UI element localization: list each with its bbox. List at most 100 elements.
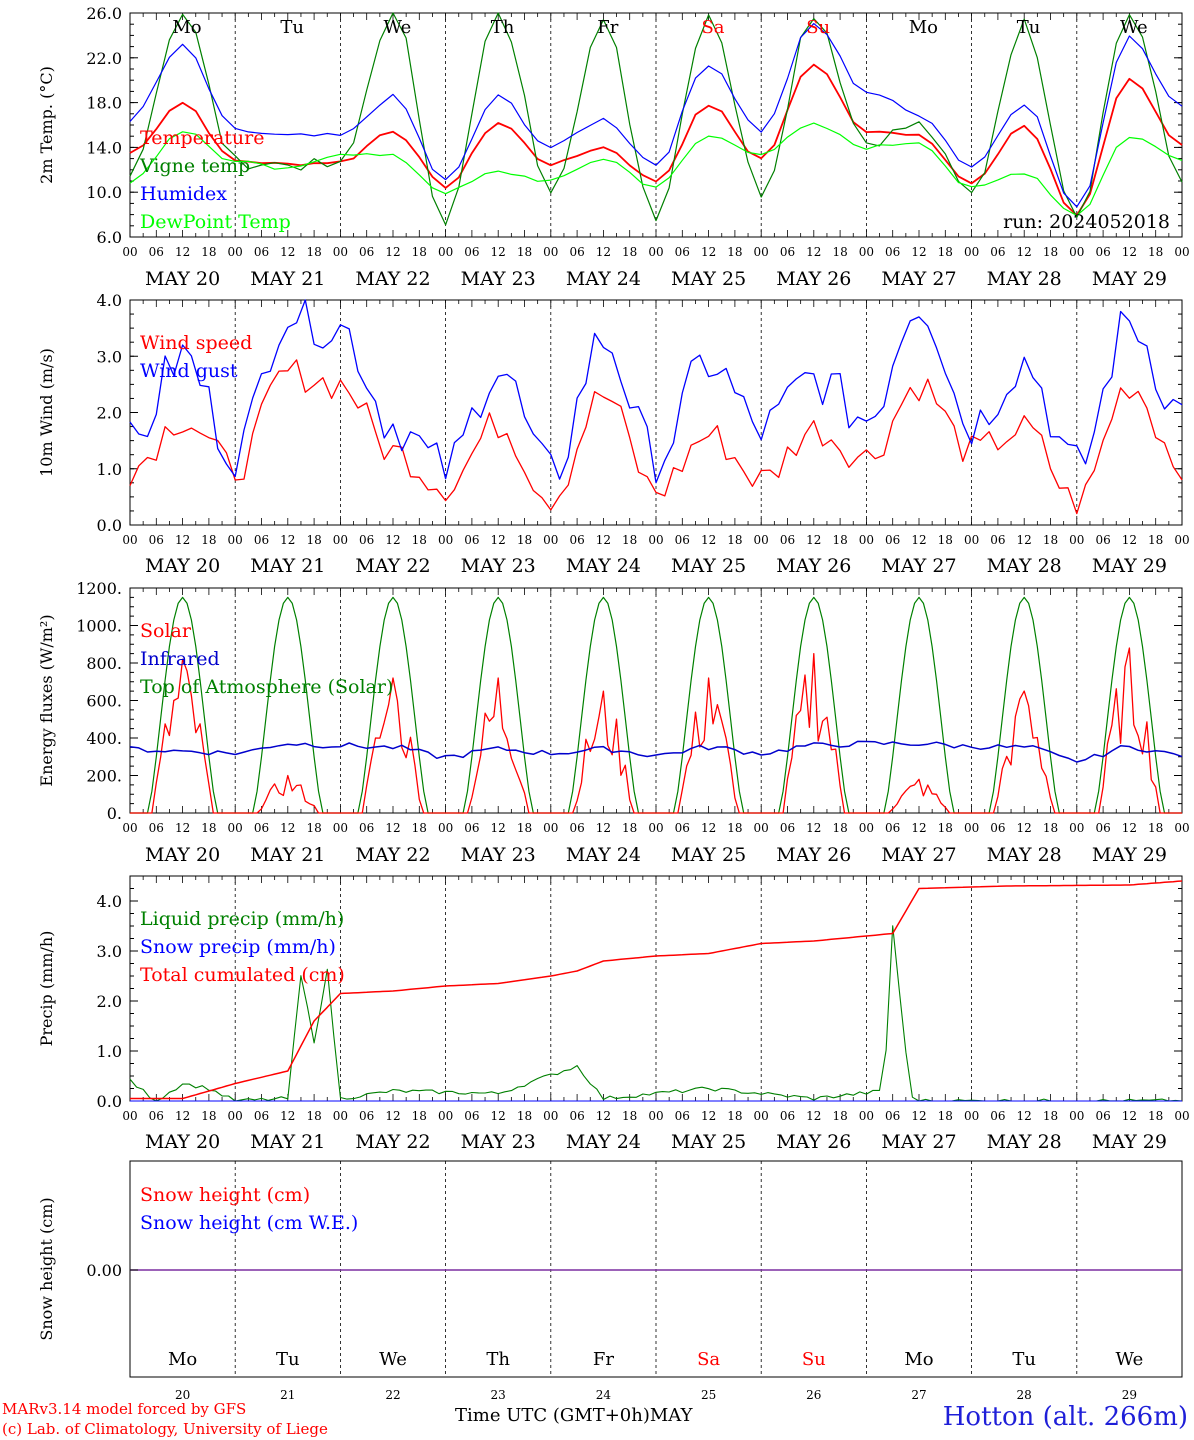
x-hour-tick-label: 06 [254, 1109, 269, 1123]
x-hour-tick-label: 06 [359, 533, 374, 547]
x-date-label: MAY 27 [881, 555, 956, 577]
x-hour-tick-label: 00 [964, 821, 979, 835]
x-date-label: MAY 28 [987, 1131, 1062, 1153]
y-tick-label: 600. [86, 692, 122, 711]
x-hour-tick-label: 06 [149, 245, 164, 259]
x-date-label: MAY 24 [566, 268, 641, 290]
y-tick-label: 1000. [76, 617, 122, 636]
x-hour-tick-label: 06 [675, 821, 690, 835]
x-date-label: MAY 20 [145, 1131, 220, 1153]
x-hour-tick-label: 18 [412, 533, 427, 547]
legend-infrared: Infrared [140, 648, 220, 670]
footer-model-credit: MARv3.14 model forced by GFS [2, 1400, 247, 1418]
day-label: Su [806, 17, 830, 38]
x-hour-tick-label: 18 [412, 245, 427, 259]
x-hour-tick-label: 00 [754, 1109, 769, 1123]
x-hour-tick-label: 12 [1122, 821, 1137, 835]
day-label: We [379, 1349, 407, 1370]
x-hour-tick-label: 12 [385, 1109, 400, 1123]
day-number: 28 [1017, 1388, 1032, 1402]
x-hour-tick-label: 00 [964, 533, 979, 547]
x-hour-tick-label: 18 [1148, 1109, 1163, 1123]
y-tick-label: 200. [86, 767, 122, 786]
y-axis-label: Precip (mm/h) [37, 931, 56, 1047]
x-hour-tick-label: 18 [306, 1109, 321, 1123]
x-hour-tick-label: 18 [938, 533, 953, 547]
x-hour-tick-label: 18 [306, 533, 321, 547]
x-date-label: MAY 27 [881, 268, 956, 290]
x-date-label: MAY 29 [1092, 268, 1167, 290]
y-tick-label: 4.0 [97, 291, 122, 310]
x-hour-tick-label: 06 [990, 245, 1005, 259]
x-hour-tick-label: 12 [491, 1109, 506, 1123]
day-label: Tu [1012, 1349, 1036, 1370]
x-hour-tick-label: 06 [569, 821, 584, 835]
x-hour-tick-label: 00 [754, 821, 769, 835]
x-date-label: MAY 24 [566, 844, 641, 866]
x-hour-tick-label: 06 [885, 533, 900, 547]
day-label: Tu [280, 17, 304, 38]
legend-humidex: Humidex [140, 183, 227, 205]
x-hour-tick-label: 12 [806, 245, 821, 259]
x-hour-tick-label: 12 [280, 821, 295, 835]
day-label: We [1116, 1349, 1144, 1370]
x-date-label: MAY 28 [987, 555, 1062, 577]
x-hour-tick-label: 00 [859, 245, 874, 259]
legend-top-of-atmosphere-solar-: Top of Atmosphere (Solar) [140, 676, 393, 698]
x-hour-tick-label: 12 [385, 533, 400, 547]
x-hour-tick-label: 06 [1095, 821, 1110, 835]
x-hour-tick-label: 12 [596, 245, 611, 259]
x-hour-tick-label: 00 [1069, 533, 1084, 547]
legend-vigne-temp: Vigne temp [139, 155, 250, 177]
x-date-label: MAY 26 [776, 844, 851, 866]
day-label: Th [486, 1349, 510, 1370]
day-label: Th [491, 17, 515, 38]
x-date-label: MAY 21 [250, 555, 325, 577]
day-number: 25 [701, 1388, 716, 1402]
x-hour-tick-label: 12 [596, 533, 611, 547]
x-hour-tick-label: 18 [832, 821, 847, 835]
x-hour-tick-label: 06 [254, 533, 269, 547]
day-label: Fr [597, 17, 618, 38]
x-hour-tick-label: 12 [911, 821, 926, 835]
x-hour-tick-label: 12 [596, 821, 611, 835]
x-hour-tick-label: 18 [517, 245, 532, 259]
x-hour-tick-label: 06 [885, 821, 900, 835]
y-tick-label: 1200. [76, 579, 122, 598]
x-date-label: MAY 21 [250, 268, 325, 290]
x-hour-tick-label: 00 [438, 821, 453, 835]
y-tick-label: 2.0 [97, 404, 122, 423]
day-label: We [1120, 17, 1148, 38]
x-hour-tick-label: 00 [1069, 1109, 1084, 1123]
x-hour-tick-label: 00 [122, 1109, 137, 1123]
x-hour-tick-label: 06 [780, 821, 795, 835]
x-hour-tick-label: 00 [1174, 245, 1189, 259]
x-hour-tick-label: 06 [569, 533, 584, 547]
x-hour-tick-label: 06 [569, 245, 584, 259]
series-line [130, 647, 1182, 814]
series-line [129, 122, 1183, 217]
x-hour-tick-label: 06 [359, 1109, 374, 1123]
x-date-label: MAY 22 [355, 844, 430, 866]
x-date-label: MAY 23 [461, 844, 536, 866]
day-number: 20 [175, 1388, 190, 1402]
x-hour-tick-label: 00 [754, 245, 769, 259]
x-hour-tick-label: 00 [228, 1109, 243, 1123]
x-hour-tick-label: 18 [412, 821, 427, 835]
x-hour-tick-label: 18 [201, 533, 216, 547]
y-tick-label: 0. [107, 804, 122, 823]
day-label: Tu [1017, 17, 1041, 38]
footer-xlabel-group: Time UTC (GMT+0h)MAY [455, 1405, 692, 1426]
x-hour-tick-label: 12 [1017, 1109, 1032, 1123]
x-date-label: MAY 21 [250, 1131, 325, 1153]
x-date-label: MAY 27 [881, 844, 956, 866]
day-label: Mo [172, 17, 201, 38]
x-hour-tick-label: 00 [964, 245, 979, 259]
x-date-label: MAY 25 [671, 1131, 746, 1153]
panel-frame [129, 587, 1183, 814]
x-hour-tick-label: 18 [938, 245, 953, 259]
x-hour-tick-label: 06 [675, 1109, 690, 1123]
legend-dewpoint-temp: DewPoint Temp [140, 211, 291, 233]
day-number: 23 [491, 1388, 506, 1402]
y-tick-label: 4.0 [97, 892, 122, 911]
